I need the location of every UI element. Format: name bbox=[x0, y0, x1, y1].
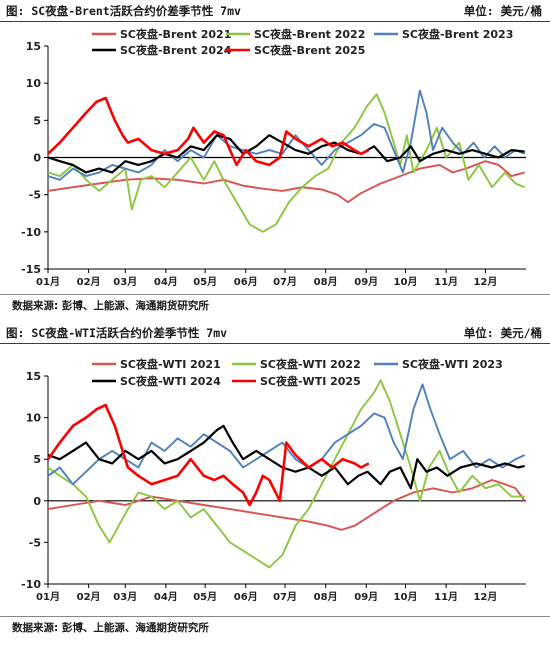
legend-label: SC夜盘-Brent 2024 bbox=[120, 43, 232, 57]
series-line-2024 bbox=[47, 424, 525, 490]
x-tick-label: 05月 bbox=[193, 591, 217, 603]
legend-label: SC夜盘-Brent 2022 bbox=[254, 27, 365, 41]
x-tick-label: 10月 bbox=[394, 591, 418, 603]
series-line-2023 bbox=[47, 383, 526, 486]
legend-label: SC夜盘-Brent 2023 bbox=[402, 27, 513, 41]
x-tick-label: 07月 bbox=[273, 591, 297, 603]
y-tick-label: -10 bbox=[21, 578, 41, 591]
series-line-2024 bbox=[47, 134, 525, 174]
chart2-title: 图: SC夜盘-WTI活跃合约价差季节性 7mv bbox=[6, 326, 228, 340]
chart2-source-divider bbox=[0, 616, 550, 617]
x-tick-label: 11月 bbox=[434, 276, 458, 288]
x-tick-label: 04月 bbox=[154, 591, 178, 603]
chart1-source: 数据来源: 彭博、上能源、海通期货研究所 bbox=[12, 300, 209, 312]
legend-label: SC夜盘-WTI 2024 bbox=[120, 374, 221, 388]
series-line-2021 bbox=[47, 479, 526, 531]
series-line-2025 bbox=[47, 96, 370, 167]
chart1-header: 图: SC夜盘-Brent活跃合约价差季节性 7mv 单位: 美元/桶 bbox=[0, 0, 550, 22]
chart1-unit: 单位: 美元/桶 bbox=[463, 4, 542, 18]
series-line-2022 bbox=[47, 93, 526, 233]
x-tick-label: 05月 bbox=[193, 276, 217, 288]
y-tick-label: 15 bbox=[26, 40, 41, 53]
x-tick-label: 08月 bbox=[314, 276, 338, 288]
x-tick-label: 03月 bbox=[113, 591, 137, 603]
x-tick-label: 01月 bbox=[36, 276, 60, 288]
chart2-unit: 单位: 美元/桶 bbox=[463, 326, 542, 340]
legend-label: SC夜盘-WTI 2021 bbox=[120, 357, 221, 371]
series-line-2022 bbox=[47, 379, 525, 569]
series-line-2023 bbox=[47, 89, 526, 181]
y-tick-label: 10 bbox=[26, 412, 42, 425]
x-tick-label: 09月 bbox=[354, 591, 378, 603]
legend-label: SC夜盘-WTI 2025 bbox=[260, 374, 361, 388]
y-tick-label: 5 bbox=[33, 114, 41, 127]
legend-label: SC夜盘-WTI 2023 bbox=[402, 357, 503, 371]
x-tick-label: 02月 bbox=[77, 591, 101, 603]
x-tick-label: 12月 bbox=[473, 276, 497, 288]
x-tick-label: 06月 bbox=[234, 276, 258, 288]
y-tick-label: 10 bbox=[26, 77, 42, 90]
y-tick-label: -5 bbox=[29, 189, 41, 202]
chart1-plot: -15 -10 -5 0 5 10 15 01月 02月 03月 04月 05月 06月 07月 08月 09… bbox=[21, 27, 526, 288]
x-tick-label: 02月 bbox=[77, 276, 101, 288]
x-tick-label: 07月 bbox=[273, 276, 297, 288]
y-tick-label: -5 bbox=[29, 536, 41, 549]
chart1-title: 图: SC夜盘-Brent活跃合约价差季节性 7mv bbox=[6, 4, 241, 18]
chart2-source: 数据来源: 彭博、上能源、海通期货研究所 bbox=[12, 622, 209, 634]
x-tick-label: 10月 bbox=[394, 276, 418, 288]
legend-label: SC夜盘-Brent 2021 bbox=[120, 27, 231, 41]
x-tick-label: 09月 bbox=[354, 276, 378, 288]
x-tick-label: 03月 bbox=[113, 276, 137, 288]
chart2-plot: -10 -5 0 5 10 15 01月 02月 03月 04月 05月 06月 07月 08月 09月 10… bbox=[21, 357, 526, 603]
chart1-source-divider bbox=[0, 294, 550, 295]
series-line-2025 bbox=[46, 403, 370, 507]
y-tick-label: 0 bbox=[33, 495, 41, 508]
chart2-header: 图: SC夜盘-WTI活跃合约价差季节性 7mv 单位: 美元/桶 bbox=[0, 322, 550, 344]
y-tick-label: 5 bbox=[33, 453, 41, 466]
x-tick-label: 01月 bbox=[36, 591, 60, 603]
y-tick-label: -10 bbox=[21, 226, 41, 239]
legend-label: SC夜盘-Brent 2025 bbox=[254, 43, 365, 57]
x-tick-label: 11月 bbox=[434, 591, 458, 603]
x-tick-label: 08月 bbox=[314, 591, 338, 603]
y-tick-label: 0 bbox=[33, 152, 41, 165]
y-tick-label: 15 bbox=[26, 370, 41, 383]
legend-label: SC夜盘-WTI 2022 bbox=[260, 357, 361, 371]
x-tick-label: 06月 bbox=[234, 591, 258, 603]
y-tick-label: -15 bbox=[21, 263, 41, 276]
x-tick-label: 04月 bbox=[154, 276, 178, 288]
x-tick-label: 12月 bbox=[473, 591, 497, 603]
